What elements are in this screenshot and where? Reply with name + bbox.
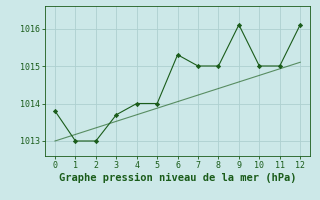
X-axis label: Graphe pression niveau de la mer (hPa): Graphe pression niveau de la mer (hPa): [59, 173, 296, 183]
